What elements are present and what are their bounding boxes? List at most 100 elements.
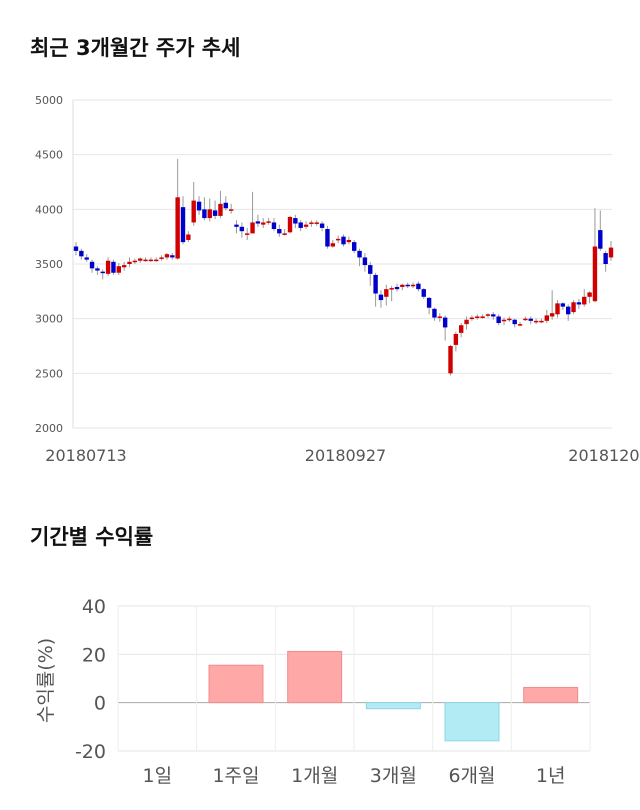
candle-body bbox=[384, 289, 389, 297]
candle-body bbox=[582, 296, 587, 305]
candle-body bbox=[571, 302, 576, 313]
candle-body bbox=[180, 207, 186, 243]
candle-body bbox=[496, 316, 501, 324]
candle-body bbox=[517, 324, 523, 326]
candle-body bbox=[507, 318, 512, 321]
candle-body bbox=[111, 261, 116, 273]
candle-body bbox=[319, 223, 325, 228]
candle-body bbox=[239, 226, 245, 232]
candle-body bbox=[223, 202, 228, 209]
stock-trend-title: 최근 3개월간 주가 추세 bbox=[30, 36, 241, 60]
candle-body bbox=[202, 209, 207, 219]
return-bar bbox=[287, 650, 343, 704]
stock-trend-chart: 5000 4500 4000 3500 3000 2500 2000 20180713 2018… bbox=[35, 94, 640, 465]
y-tick-label: 3500 bbox=[35, 258, 63, 271]
candle-body bbox=[442, 317, 448, 328]
candle-body bbox=[608, 247, 614, 258]
x-tick-label: 1년 bbox=[536, 765, 566, 787]
x-tick-label: 1주일 bbox=[212, 765, 259, 787]
x-tick-label: 20180927 bbox=[305, 446, 386, 465]
y-tick-label: 4000 bbox=[35, 203, 63, 216]
candle-body bbox=[357, 250, 362, 258]
x-tick-label: 3개월 bbox=[370, 765, 417, 787]
candle-body bbox=[234, 224, 239, 227]
candle-body bbox=[154, 259, 159, 262]
candle-body bbox=[250, 222, 255, 234]
y-tick-label: 0 bbox=[94, 693, 106, 715]
candle-body bbox=[218, 203, 223, 216]
candle-body bbox=[261, 222, 266, 225]
candle-body bbox=[309, 222, 314, 224]
return-bar bbox=[444, 702, 500, 742]
candle-body bbox=[592, 246, 598, 302]
candle-body bbox=[132, 260, 138, 263]
candle-body bbox=[175, 197, 180, 259]
candle-body bbox=[512, 319, 517, 325]
candle-body bbox=[271, 222, 277, 230]
candle-body bbox=[255, 221, 261, 224]
candle-body bbox=[421, 289, 426, 297]
candle-body bbox=[73, 246, 79, 251]
candle-body bbox=[485, 314, 491, 316]
candle-body bbox=[282, 233, 287, 235]
candle-body bbox=[426, 297, 432, 308]
candle-body bbox=[212, 210, 218, 216]
candle-body bbox=[475, 316, 480, 318]
candle-body bbox=[523, 318, 528, 321]
candle-body bbox=[373, 274, 378, 294]
candle-body bbox=[469, 317, 475, 320]
candle-body bbox=[400, 284, 405, 287]
candle-body bbox=[555, 303, 560, 315]
y-axis-label: 수익률(%) bbox=[35, 638, 57, 723]
candle-body bbox=[186, 234, 191, 240]
candle-body bbox=[170, 255, 175, 258]
candle-body bbox=[116, 266, 121, 273]
y-tick-label: 2000 bbox=[35, 422, 63, 435]
candle-body bbox=[368, 265, 373, 274]
candle-body bbox=[566, 306, 571, 315]
candle-body bbox=[389, 288, 394, 290]
candle-body bbox=[598, 230, 603, 249]
candle-body bbox=[159, 257, 164, 259]
candle-body bbox=[528, 318, 533, 321]
candle-body bbox=[405, 284, 410, 287]
candle-body bbox=[127, 261, 132, 264]
candle-body bbox=[298, 222, 303, 228]
x-tick-label: 1일 bbox=[143, 765, 173, 787]
candle-body bbox=[539, 320, 544, 323]
candle-body bbox=[89, 261, 95, 269]
candle-body bbox=[143, 259, 148, 262]
candle-body bbox=[362, 257, 368, 266]
candle-body bbox=[453, 333, 459, 345]
y-tick-label: 3000 bbox=[35, 313, 63, 326]
candle-body bbox=[138, 258, 143, 261]
candle-body bbox=[79, 250, 84, 257]
returns-title: 기간별 수익률 bbox=[30, 525, 154, 549]
candle-body bbox=[416, 283, 421, 290]
candle-body bbox=[84, 257, 89, 260]
x-tick-label: 1개월 bbox=[291, 765, 338, 787]
candle-body bbox=[277, 229, 282, 234]
y-tick-label: -20 bbox=[75, 741, 106, 763]
return-bar bbox=[365, 702, 421, 710]
x-tick-label: 20181207 bbox=[568, 446, 640, 465]
candle-body bbox=[533, 320, 539, 323]
candle-body bbox=[491, 314, 496, 317]
candle-body bbox=[303, 224, 309, 227]
x-tick-label: 6개월 bbox=[448, 765, 495, 787]
candle-body bbox=[378, 294, 384, 301]
candle-body bbox=[448, 346, 453, 374]
y-tick-label: 2500 bbox=[35, 367, 63, 380]
candle-body bbox=[100, 271, 105, 274]
candle-body bbox=[459, 325, 464, 333]
candle-body bbox=[544, 315, 549, 321]
candle-body bbox=[501, 319, 507, 322]
candle-body bbox=[549, 313, 555, 317]
candle-body bbox=[464, 319, 469, 325]
candle-body bbox=[191, 200, 196, 223]
y-tick-label: 20 bbox=[82, 644, 106, 666]
candle-body bbox=[287, 216, 293, 233]
candle-body bbox=[346, 239, 352, 243]
candle-body bbox=[352, 242, 357, 251]
candle-body bbox=[164, 254, 170, 258]
